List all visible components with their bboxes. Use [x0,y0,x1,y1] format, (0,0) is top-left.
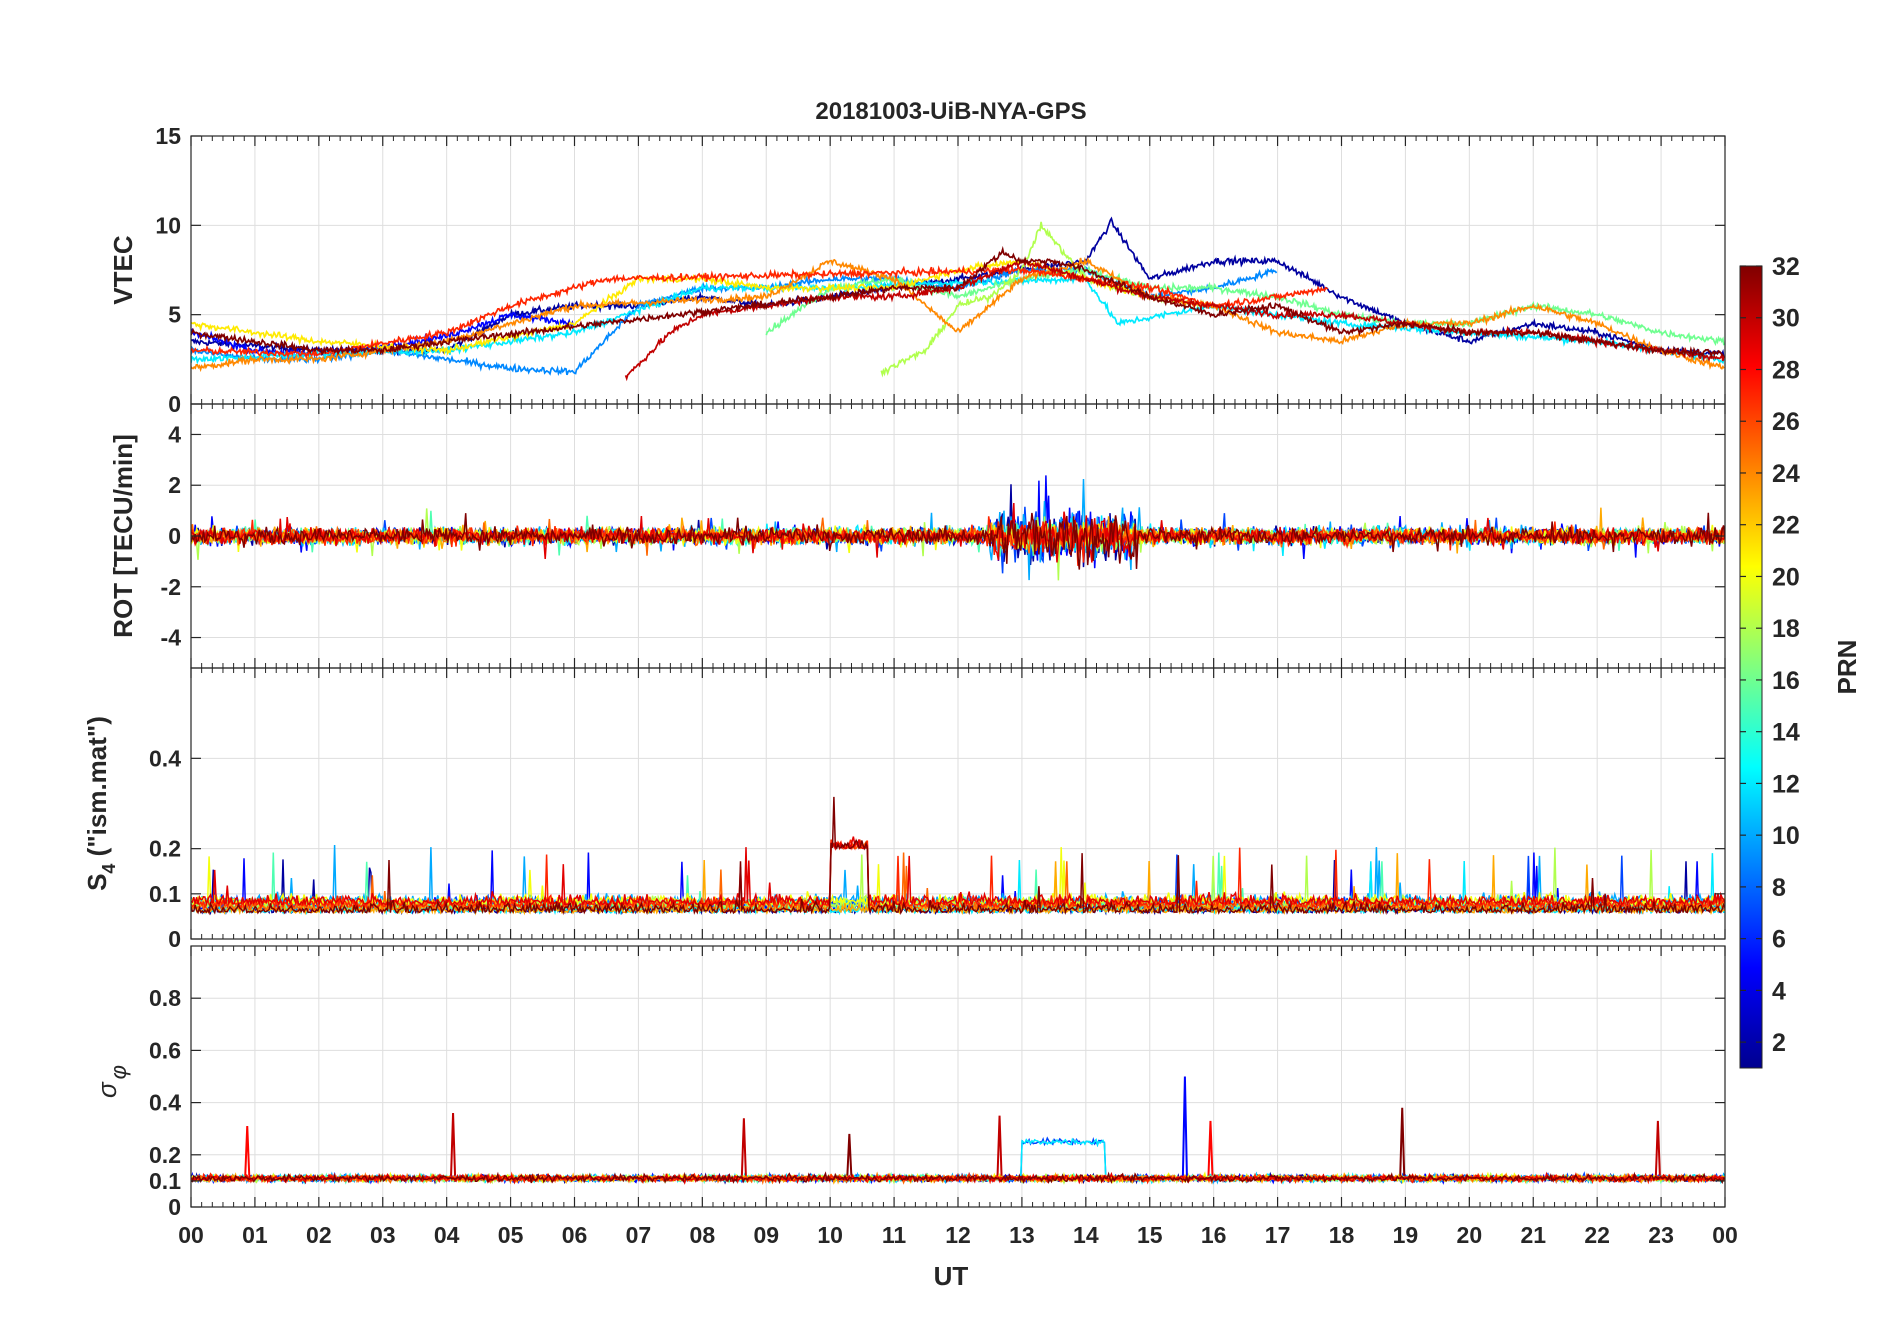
y-tick-label: 10 [155,212,181,238]
sigma-phi-spike [740,1118,747,1176]
colorbar-tick-label: 28 [1772,356,1800,384]
sigma_phi-series-prn-32 [191,1171,1725,1185]
y-tick-label: -4 [161,625,182,651]
x-tick-label: 10 [817,1222,843,1248]
sigma-phi-spike [1181,1076,1188,1176]
sigma-phi-spike [846,1133,853,1176]
x-tick-label: 14 [1073,1222,1099,1248]
y-tick-label: 0 [168,523,181,549]
colorbar-tick-label: 26 [1772,408,1800,436]
sigma-phi-spike [450,1113,457,1176]
sigma-phi-spike [1207,1120,1214,1176]
x-tick-label: 16 [1201,1222,1227,1248]
x-tick-label: 11 [882,1222,907,1248]
sigma-phi-spike [996,1115,1003,1176]
colorbar-tick-label: 32 [1772,253,1800,281]
colorbar-tick-label: 14 [1772,719,1800,747]
s4-series-prn-32 [191,796,1725,916]
y-axis-label: S4 ("ism.mat") [82,716,119,891]
vtec-series-prn-30 [624,259,1725,382]
x-tick-label: 18 [1329,1222,1355,1248]
series-group [191,475,1725,581]
y-axis-label: σφ [92,1065,131,1098]
x-tick-label: 12 [945,1222,971,1248]
rot-series-prn-32 [191,512,1725,570]
panel-sigma-phi: 00.10.2 0.4 0.6 0.8 σφ [92,945,1726,1220]
series-group [191,796,1725,916]
sigma-phi-spike [1399,1107,1406,1176]
y-tick-label: 0 [168,391,181,417]
x-tick-label: 13 [1009,1222,1035,1248]
panel-rot: -4 -2 0 2 4 ROT [TECU/min] [108,403,1726,669]
s4-series-prn-29 [191,836,1725,908]
x-tick-label: 22 [1584,1222,1610,1248]
colorbar-tick-label: 4 [1772,977,1786,1005]
colorbar-scale [1739,265,1763,1069]
colorbar-label: PRN [1832,640,1862,695]
y-tick-label: 2 [168,472,181,498]
colorbar-tick-label: 24 [1772,460,1800,488]
colorbar-tick-label: 20 [1772,563,1800,591]
x-axis-tick-labels: 00 01 02 03 04 05 06 07 08 09 10 11 12 13 14 15 16 17 18 19… [178,1222,1738,1248]
x-tick-label: 02 [306,1222,332,1248]
x-tick-label: 03 [370,1222,396,1248]
x-tick-label: 00 [178,1222,204,1248]
y-tick-label: 0.6 [149,1037,181,1063]
series-group [191,216,1725,382]
x-tick-label: 23 [1648,1222,1674,1248]
y-axis-label: VTEC [108,235,138,305]
colorbar-tick-label: 2 [1772,1029,1786,1057]
x-tick-label: 04 [434,1222,460,1248]
y-axis-label: ROT [TECU/min] [108,434,138,638]
sigma-phi-spike [1654,1120,1661,1176]
x-tick-label: 00 [1712,1222,1738,1248]
colorbar-tick-label: 10 [1772,822,1800,850]
y-tick-label: 0.2 [149,836,181,862]
y-tick-label: -2 [161,574,181,600]
x-tick-label: 15 [1137,1222,1163,1248]
x-axis-label: UT [934,1261,969,1291]
y-tick-label: 15 [155,123,181,149]
colorbar-tick-label: 6 [1772,926,1786,954]
y-tick-label: 0.8 [149,985,181,1011]
colorbar-tick-label: 12 [1772,770,1800,798]
y-tick-label: 0 [168,1194,181,1220]
colorbar-tick-label: 18 [1772,615,1800,643]
x-tick-label: 01 [242,1222,268,1248]
x-tick-label: 07 [626,1222,652,1248]
y-tick-label: 0.1 [149,881,181,907]
x-tick-label: 09 [753,1222,779,1248]
x-tick-label: 05 [498,1222,524,1248]
x-tick-label: 08 [690,1222,716,1248]
x-tick-label: 19 [1393,1222,1419,1248]
x-tick-label: 20 [1457,1222,1483,1248]
colorbar-tick-label: 22 [1772,512,1800,540]
y-tick-label: 0.4 [149,745,181,771]
sigma-phi-spike [244,1126,251,1176]
y-tick-label: 0.1 [149,1168,181,1194]
series-group [191,1076,1725,1186]
vtec-series-prn-27 [191,264,1329,359]
vtec-series-prn-32 [191,245,1724,359]
colorbar-tick-label: 30 [1772,305,1800,333]
y-tick-label: 0 [168,926,181,952]
chart-title: 20181003-UiB-NYA-GPS [815,98,1086,125]
y-tick-label: 5 [168,302,181,328]
colorbar-tick-label: 16 [1772,667,1800,695]
y-tick-label: 4 [168,421,181,447]
x-tick-label: 06 [562,1222,588,1248]
y-tick-label: 0.4 [149,1090,181,1116]
x-tick-label: 17 [1265,1222,1291,1248]
y-tick-label: 0.2 [149,1142,181,1168]
panel-vtec: 0 5 10 15 VTEC [108,123,1726,417]
colorbar-tick-label: 8 [1772,874,1786,902]
x-tick-label: 21 [1520,1222,1546,1248]
panel-s4: 0 0.1 0.2 0.4 S4 ("ism.mat") [82,667,1726,952]
